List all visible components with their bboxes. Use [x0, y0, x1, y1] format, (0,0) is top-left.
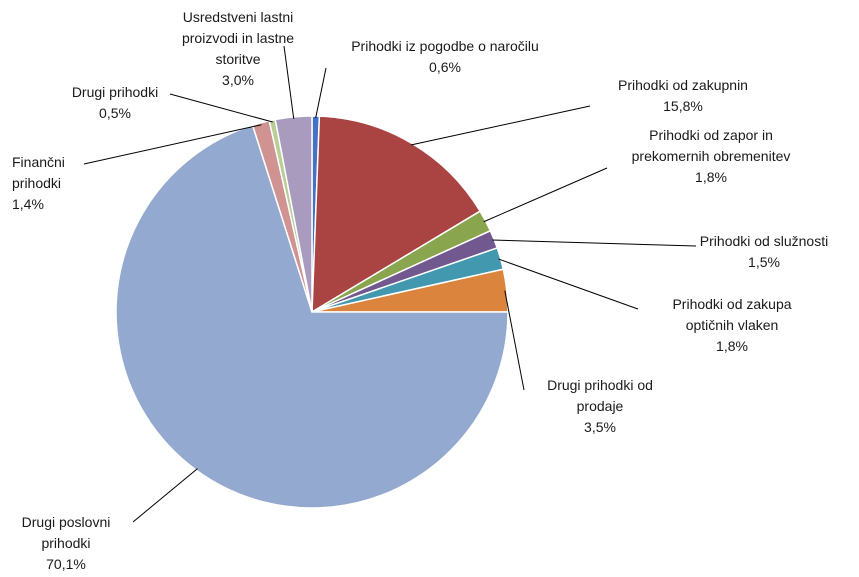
leader-line-drugi-poslovni [132, 468, 198, 523]
slice-label-line: Prihodki od zakupa [672, 296, 791, 312]
slice-label-line: Prihodki od zakupnin [618, 77, 748, 93]
slice-label-line: prodaje [577, 398, 624, 414]
slice-label-zapore: Prihodki od zapor in prekomernih obremeni… [632, 127, 791, 185]
slice-label-financni: Finančni prihodki 1,4% [12, 154, 65, 212]
leader-line-usredstveni [283, 45, 295, 119]
slice-value-label: 3,5% [584, 419, 616, 435]
pie-slices [115, 115, 509, 509]
slice-label-usredstveni: Usredstveni lastni proizvodi in lastne sto… [182, 9, 294, 88]
pie-slice-zakupnine [311, 115, 482, 314]
slice-label-line: proizvodi in lastne [182, 30, 294, 46]
slice-label-line: prihodki [12, 175, 61, 191]
slice-label-line: Prihodki od služnosti [700, 233, 828, 249]
slice-label-line: storitve [215, 51, 260, 67]
leader-line-financni [83, 124, 262, 165]
slice-labels: Prihodki iz pogodbe o naročilu 0,6%Prihod… [12, 9, 828, 572]
slice-value-label: 1,8% [716, 338, 748, 354]
leader-line-zapore [483, 167, 608, 223]
slice-label-line: optičnih vlaken [686, 317, 779, 333]
slice-value-label: 70,1% [46, 556, 86, 572]
slice-label-drugi: Drugi prihodki 0,5% [72, 84, 158, 121]
slice-label-line: Drugi poslovni [22, 514, 111, 530]
slice-label-line: Prihodki iz pogodbe o naročilu [351, 38, 539, 54]
leader-line-drugi-prodaja [504, 290, 525, 391]
leader-line-narocilo [315, 67, 327, 119]
slice-value-label: 1,4% [12, 196, 44, 212]
slice-label-line: Drugi prihodki od [547, 377, 653, 393]
slice-value-label: 15,8% [663, 98, 703, 114]
leader-line-drugi [169, 93, 273, 123]
slice-label-zakupnine: Prihodki od zakupnin 15,8% [618, 77, 748, 114]
slice-label-line: prekomernih obremenitev [632, 148, 791, 164]
slice-label-line: Usredstveni lastni [183, 9, 294, 25]
slice-value-label: 0,5% [99, 105, 131, 121]
slice-value-label: 1,5% [748, 254, 780, 270]
leader-line-zakupnine [410, 105, 591, 146]
slice-label-drugi-prodaja: Drugi prihodki od prodaje 3,5% [547, 377, 653, 435]
slice-label-line: Prihodki od zapor in [649, 127, 773, 143]
slice-value-label: 3,0% [222, 72, 254, 88]
slice-label-sluznosti: Prihodki od služnosti 1,5% [700, 233, 828, 270]
leader-line-sluznosti [492, 239, 697, 247]
leader-lines [83, 45, 697, 523]
slice-label-line: prihodki [41, 535, 90, 551]
slice-label-narocilo: Prihodki iz pogodbe o naročilu 0,6% [351, 38, 539, 75]
slice-value-label: 1,8% [695, 169, 727, 185]
slice-value-label: 0,6% [429, 59, 461, 75]
slice-label-opticna-vlakna: Prihodki od zakupa optičnih vlaken 1,8% [672, 296, 791, 354]
slice-label-drugi-poslovni: Drugi poslovni prihodki 70,1% [22, 514, 111, 572]
slice-label-line: Finančni [12, 154, 65, 170]
slice-label-line: Drugi prihodki [72, 84, 158, 100]
leader-line-opticna-vlakna [498, 258, 639, 310]
